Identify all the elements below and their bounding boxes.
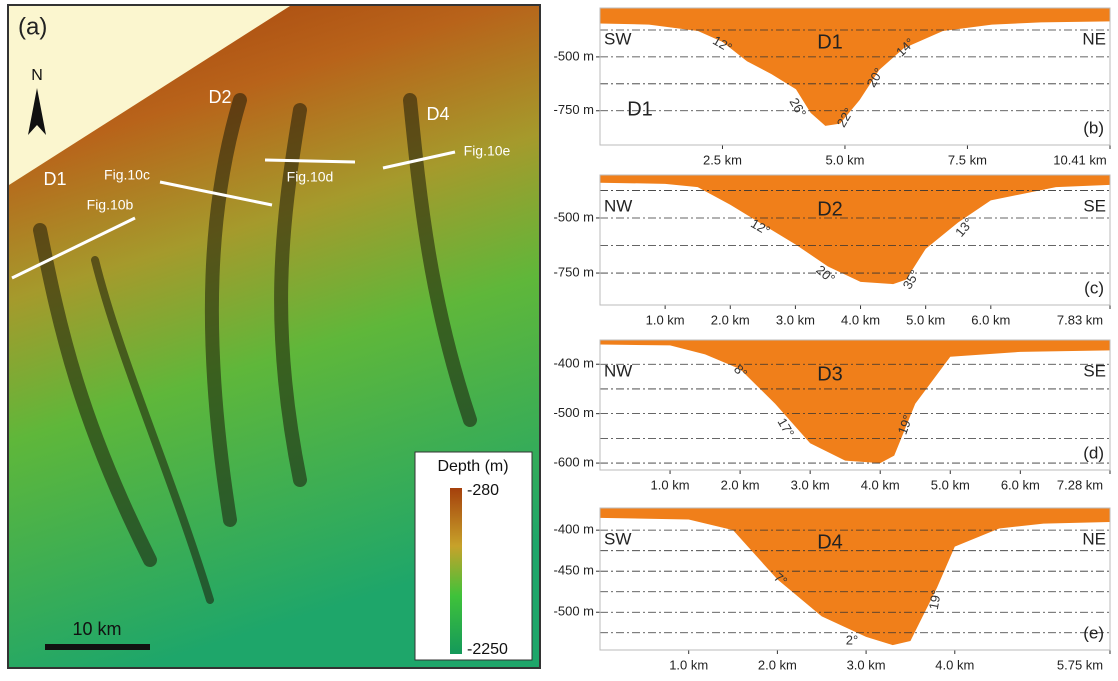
left-direction: SW xyxy=(604,29,631,48)
legend-title: Depth (m) xyxy=(437,458,508,475)
figure: (a) N D1 D2 D4 Fig.10b Fig.10c Fig.10d F… xyxy=(0,0,1118,681)
x-tick-label: 5.75 km xyxy=(1057,657,1103,672)
y-tick-label: -750 m xyxy=(554,102,594,117)
right-direction: NE xyxy=(1082,29,1106,48)
y-tick-label: -500 m xyxy=(554,604,594,619)
canyon-label: D2 xyxy=(208,87,231,107)
x-tick-label: 2.0 km xyxy=(721,477,760,492)
panel-label: (c) xyxy=(1084,278,1104,297)
scale-bar-label: 10 km xyxy=(72,619,121,639)
x-tick-label: 1.0 km xyxy=(651,477,690,492)
profile-title: D2 xyxy=(817,198,843,220)
left-direction: SW xyxy=(604,529,631,548)
color-bar xyxy=(450,488,462,654)
profile-panel: -400 m -450 m -500 m 1.0 km 2.0 km 3.0 km 4.0 … xyxy=(554,508,1110,672)
profile-panel: -500 m -750 m 2.5 km 5.0 km 7.5 km 10.41 km D1… xyxy=(554,8,1110,167)
y-tick-label: -500 m xyxy=(554,209,594,224)
profile-title: D4 xyxy=(817,531,843,553)
x-tick-label: 5.0 km xyxy=(931,477,970,492)
profile-line xyxy=(265,160,355,162)
y-tick-label: -500 m xyxy=(554,48,594,63)
map-panel: (a) N D1 D2 D4 Fig.10b Fig.10c Fig.10d F… xyxy=(8,5,540,668)
x-tick-label: 6.0 km xyxy=(971,312,1010,327)
x-tick-label: 3.0 km xyxy=(791,477,830,492)
x-tick-label: 3.0 km xyxy=(847,657,886,672)
x-tick-label: 2.0 km xyxy=(711,312,750,327)
legend-max: -280 xyxy=(467,482,499,499)
slope-annotation: 2° xyxy=(846,632,858,647)
x-tick-label: 10.41 km xyxy=(1053,152,1106,167)
y-tick-label: -500 m xyxy=(554,405,594,420)
y-tick-label: -400 m xyxy=(554,522,594,537)
north-label: N xyxy=(31,67,43,84)
x-tick-label: 3.0 km xyxy=(776,312,815,327)
x-tick-label: 1.0 km xyxy=(669,657,708,672)
x-tick-label: 7.28 km xyxy=(1057,477,1103,492)
x-tick-label: 6.0 km xyxy=(1001,477,1040,492)
x-tick-label: 5.0 km xyxy=(906,312,945,327)
profile-panel: -500 m -750 m 1.0 km 2.0 km 3.0 km 4.0 km 5.0 … xyxy=(554,175,1110,327)
panel-label: (b) xyxy=(1083,118,1104,137)
x-tick-label: 7.83 km xyxy=(1057,312,1103,327)
canyon-label: D4 xyxy=(426,104,449,124)
left-direction: NW xyxy=(604,196,632,215)
right-direction: NE xyxy=(1082,529,1106,548)
y-tick-label: -450 m xyxy=(554,563,594,578)
profile-label: Fig.10c xyxy=(104,167,150,183)
slope-annotation: D1 xyxy=(627,98,653,120)
x-tick-label: 4.0 km xyxy=(841,312,880,327)
profile-label: Fig.10d xyxy=(287,169,334,185)
profile-label: Fig.10e xyxy=(464,143,511,159)
profile-label: Fig.10b xyxy=(87,197,134,213)
x-tick-label: 2.0 km xyxy=(758,657,797,672)
x-tick-label: 2.5 km xyxy=(703,152,742,167)
panel-label: (a) xyxy=(18,13,47,40)
profile-title: D1 xyxy=(817,31,843,53)
x-tick-label: 5.0 km xyxy=(825,152,864,167)
right-direction: SE xyxy=(1083,361,1106,380)
x-tick-label: 4.0 km xyxy=(935,657,974,672)
canyon-label: D1 xyxy=(43,169,66,189)
panel-label: (d) xyxy=(1083,443,1104,462)
y-tick-label: -750 m xyxy=(554,264,594,279)
legend-min: -2250 xyxy=(467,641,508,658)
x-tick-label: 4.0 km xyxy=(861,477,900,492)
x-tick-label: 7.5 km xyxy=(948,152,987,167)
y-tick-label: -600 m xyxy=(554,455,594,470)
left-direction: NW xyxy=(604,361,632,380)
y-tick-label: -400 m xyxy=(554,356,594,371)
profile-panel: -400 m -500 m -600 m 1.0 km 2.0 km 3.0 km 4.0 … xyxy=(554,340,1110,492)
profile-title: D3 xyxy=(817,363,843,385)
x-tick-label: 1.0 km xyxy=(646,312,685,327)
panel-label: (e) xyxy=(1083,623,1104,642)
right-direction: SE xyxy=(1083,196,1106,215)
